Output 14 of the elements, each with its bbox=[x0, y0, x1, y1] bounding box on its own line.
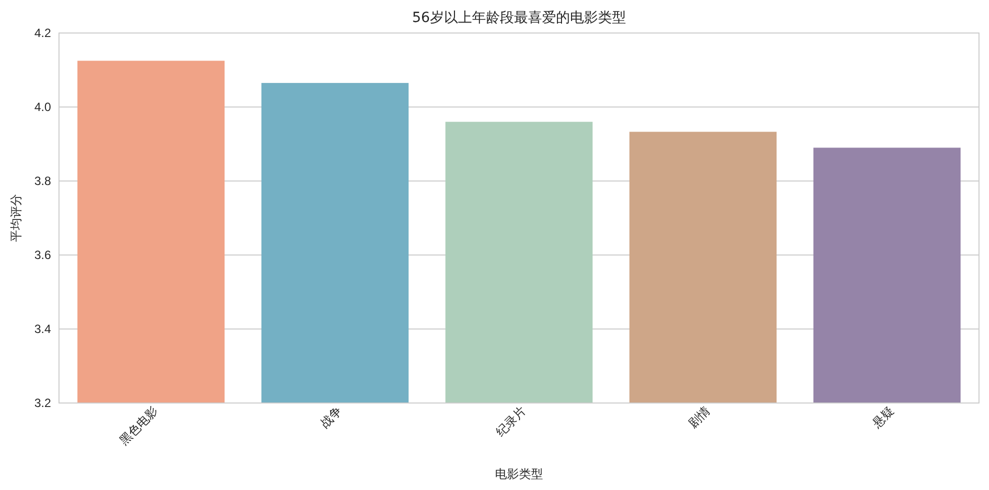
y-tick-label: 4.0 bbox=[34, 100, 52, 114]
y-tick-label: 3.8 bbox=[34, 174, 52, 188]
x-tick-label: 悬疑 bbox=[869, 404, 897, 432]
y-tick-label: 3.4 bbox=[34, 322, 52, 336]
y-tick-label: 3.2 bbox=[34, 396, 52, 410]
x-tick-label: 纪录片 bbox=[493, 404, 529, 440]
chart-title: 56岁以上年龄段最喜爱的电影类型 bbox=[412, 10, 626, 26]
x-tick-label: 战争 bbox=[318, 404, 345, 431]
x-tick-label: 剧情 bbox=[686, 404, 713, 431]
y-tick-label: 3.6 bbox=[34, 248, 52, 262]
y-tick-label: 4.2 bbox=[34, 26, 52, 40]
x-tick-label: 黑色电影 bbox=[116, 404, 161, 448]
x-axis-title: 电影类型 bbox=[495, 467, 543, 481]
y-axis-title: 平均评分 bbox=[9, 194, 23, 242]
